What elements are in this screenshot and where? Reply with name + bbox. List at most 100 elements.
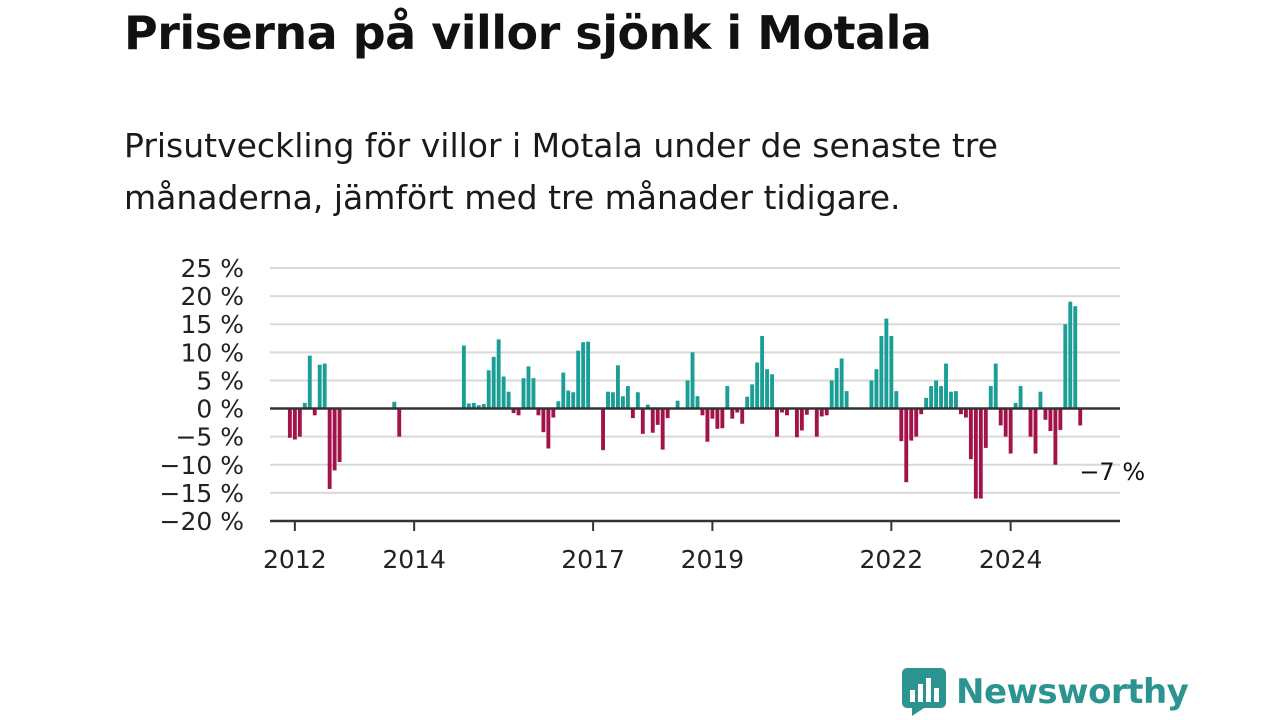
bar: [988, 386, 993, 409]
bar: [755, 362, 760, 409]
bar: [968, 408, 973, 460]
bar: [635, 392, 640, 409]
bar: [566, 390, 571, 409]
bar: [531, 378, 536, 409]
bar: [720, 408, 725, 429]
bar: [616, 365, 620, 409]
bar: [978, 408, 983, 499]
bar: [954, 391, 958, 409]
bar: [750, 384, 755, 409]
bar: [785, 408, 789, 416]
bar: [973, 408, 978, 499]
bar: [869, 380, 874, 409]
chart-title: Priserna på villor sjönk i Motala: [124, 6, 932, 60]
bar: [486, 370, 491, 409]
bar: [481, 404, 486, 409]
newsworthy-logo: Newsworthy: [902, 668, 1189, 716]
bar: [705, 408, 710, 442]
axes: [270, 407, 1120, 531]
bar: [993, 363, 998, 409]
bar: [1013, 402, 1018, 409]
x-tick-label: 2019: [681, 545, 745, 574]
bar: [944, 363, 948, 409]
bar: [476, 405, 481, 409]
bar: [501, 376, 506, 409]
bar: [1043, 408, 1048, 420]
bar: [1068, 301, 1073, 409]
bar: [690, 352, 695, 409]
bar: [839, 358, 844, 409]
y-tick-label: 25 %: [180, 254, 244, 283]
bar: [327, 408, 332, 489]
bar: [526, 366, 531, 409]
bar: [1033, 408, 1038, 454]
bar: [894, 391, 899, 409]
bar: [312, 408, 317, 416]
tick-labels: 25 %20 %15 %10 %5 %0 %−5 %−10 %−15 %−20 …: [160, 254, 1043, 574]
y-tick-label: −15 %: [160, 479, 244, 508]
y-tick-label: 0 %: [196, 395, 244, 424]
bar: [556, 401, 561, 409]
bar: [1058, 408, 1063, 430]
bar: [874, 369, 879, 409]
bar: [799, 408, 804, 431]
bar: [620, 396, 625, 409]
bar: [794, 408, 799, 438]
bar: [630, 408, 635, 419]
bar: [491, 356, 496, 409]
bar: [536, 408, 541, 416]
bar: [775, 408, 779, 437]
bar: [1078, 408, 1083, 426]
bar: [397, 408, 402, 437]
chart-subtitle: Prisutveckling för villor i Motala under…: [124, 126, 998, 217]
bar: [904, 408, 909, 483]
bar: [725, 386, 730, 409]
bar: [576, 350, 581, 409]
bar: [625, 386, 630, 409]
bar: [640, 408, 645, 434]
bar: [919, 408, 924, 415]
x-tick-label: 2012: [263, 545, 327, 574]
y-tick-label: −5 %: [175, 423, 244, 452]
bar: [824, 408, 829, 416]
x-tick-label: 2017: [561, 545, 625, 574]
bar: [983, 408, 988, 448]
bar: [541, 408, 546, 433]
bar: [804, 408, 809, 415]
bar: [675, 400, 680, 409]
bar: [899, 408, 904, 442]
bar: [765, 369, 770, 409]
bar: [601, 408, 605, 451]
y-tick-label: 5 %: [196, 366, 244, 395]
bar: [735, 408, 740, 413]
bar: [287, 408, 292, 438]
bar: [1008, 408, 1013, 454]
y-tick-label: −20 %: [160, 507, 244, 536]
bar: [740, 408, 745, 424]
bars: [287, 301, 1083, 499]
bar: [581, 342, 586, 409]
bar: [819, 408, 824, 417]
bar: [307, 355, 312, 409]
bar: [1003, 408, 1008, 437]
y-tick-label: 20 %: [180, 282, 244, 311]
bar: [715, 408, 720, 429]
bar: [1028, 408, 1033, 437]
bar: [496, 339, 501, 409]
bar: [461, 345, 466, 409]
bar: [949, 391, 953, 409]
bar: [332, 408, 337, 471]
bar: [879, 336, 884, 409]
bar: [760, 336, 765, 409]
bar: [934, 380, 939, 409]
y-tick-label: −10 %: [160, 451, 244, 480]
bar: [322, 363, 327, 409]
bar: [685, 380, 690, 409]
bar: [561, 372, 566, 409]
bar: [665, 408, 670, 419]
bar: [506, 391, 511, 409]
bar: [889, 336, 894, 409]
y-tick-label: 15 %: [180, 310, 244, 339]
bar: [546, 408, 551, 449]
bar: [1018, 386, 1023, 409]
